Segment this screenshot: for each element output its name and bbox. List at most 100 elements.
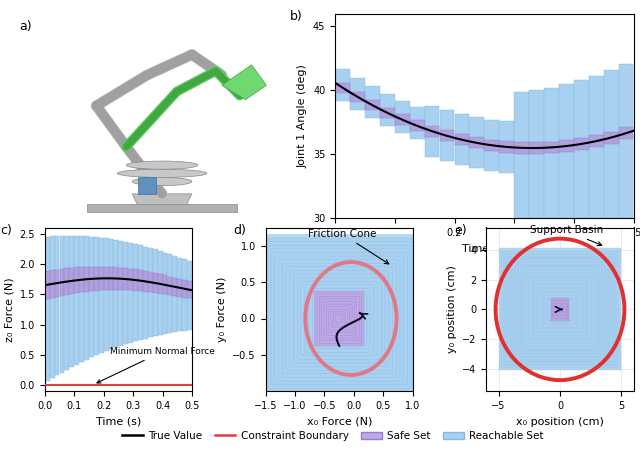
Bar <box>74 268 79 293</box>
Bar <box>187 281 192 298</box>
Bar <box>128 269 133 290</box>
FancyBboxPatch shape <box>558 307 562 312</box>
FancyBboxPatch shape <box>554 303 566 316</box>
Text: a): a) <box>19 20 31 33</box>
Bar <box>410 121 424 131</box>
FancyBboxPatch shape <box>286 267 392 370</box>
Bar <box>94 267 99 291</box>
Bar <box>148 248 153 338</box>
Ellipse shape <box>132 177 192 186</box>
Bar <box>128 243 133 343</box>
Bar <box>350 78 365 110</box>
FancyBboxPatch shape <box>314 291 364 346</box>
Bar <box>157 251 163 335</box>
Bar <box>574 138 589 150</box>
Bar <box>544 87 559 218</box>
FancyBboxPatch shape <box>545 295 575 324</box>
FancyBboxPatch shape <box>290 270 388 367</box>
Bar <box>65 268 69 295</box>
Bar <box>60 269 65 296</box>
FancyBboxPatch shape <box>267 249 412 388</box>
Bar <box>163 275 168 294</box>
Text: Support Basin: Support Basin <box>529 226 603 246</box>
FancyBboxPatch shape <box>556 306 564 313</box>
Bar <box>172 278 177 296</box>
X-axis label: x₀ position (cm): x₀ position (cm) <box>516 417 604 427</box>
Bar <box>168 254 172 334</box>
FancyBboxPatch shape <box>524 273 596 346</box>
FancyBboxPatch shape <box>520 270 600 349</box>
Bar <box>410 106 424 139</box>
Text: b): b) <box>291 10 303 23</box>
Bar <box>60 236 65 373</box>
FancyBboxPatch shape <box>518 268 602 351</box>
FancyBboxPatch shape <box>260 242 419 395</box>
Bar <box>484 120 499 171</box>
Bar <box>187 261 192 329</box>
FancyBboxPatch shape <box>316 296 362 341</box>
FancyBboxPatch shape <box>278 260 400 377</box>
FancyBboxPatch shape <box>317 293 362 344</box>
FancyBboxPatch shape <box>550 298 570 321</box>
Bar <box>589 76 604 218</box>
FancyBboxPatch shape <box>554 303 566 316</box>
Bar <box>45 271 50 298</box>
FancyBboxPatch shape <box>499 248 621 370</box>
Bar <box>470 137 484 148</box>
Bar <box>619 64 634 218</box>
Polygon shape <box>221 65 266 100</box>
Ellipse shape <box>117 169 207 177</box>
Bar <box>79 236 84 362</box>
Bar <box>559 84 573 218</box>
Bar <box>89 267 94 291</box>
Bar <box>113 240 118 347</box>
FancyBboxPatch shape <box>552 299 568 319</box>
FancyBboxPatch shape <box>308 288 370 349</box>
FancyBboxPatch shape <box>320 299 358 338</box>
Y-axis label: y₀ position (cm): y₀ position (cm) <box>447 265 457 354</box>
FancyBboxPatch shape <box>275 256 404 381</box>
FancyBboxPatch shape <box>301 281 378 356</box>
Bar <box>574 80 589 218</box>
Bar <box>440 110 454 162</box>
Bar <box>335 82 350 93</box>
FancyBboxPatch shape <box>515 265 605 354</box>
Bar <box>395 114 410 125</box>
FancyBboxPatch shape <box>553 301 567 318</box>
FancyBboxPatch shape <box>526 276 594 343</box>
Bar <box>168 277 172 295</box>
FancyBboxPatch shape <box>312 292 366 345</box>
Bar <box>470 117 484 168</box>
FancyBboxPatch shape <box>326 304 352 333</box>
Y-axis label: Joint 1 Angle (deg): Joint 1 Angle (deg) <box>298 64 307 168</box>
FancyBboxPatch shape <box>256 238 422 399</box>
FancyBboxPatch shape <box>282 263 396 374</box>
Bar <box>99 267 104 290</box>
Bar <box>425 126 440 136</box>
FancyBboxPatch shape <box>324 302 355 335</box>
Bar <box>177 279 182 297</box>
Text: c): c) <box>1 224 13 237</box>
Bar <box>365 86 380 118</box>
FancyBboxPatch shape <box>331 309 348 328</box>
Bar <box>514 92 529 218</box>
X-axis label: x₀ Force (N): x₀ Force (N) <box>307 417 372 427</box>
Bar <box>604 70 618 218</box>
FancyBboxPatch shape <box>322 299 356 338</box>
FancyBboxPatch shape <box>537 287 583 332</box>
Bar <box>84 236 89 360</box>
Bar <box>177 258 182 332</box>
Text: d): d) <box>233 224 246 237</box>
Bar <box>143 271 148 292</box>
FancyBboxPatch shape <box>297 278 381 359</box>
Bar <box>84 267 89 292</box>
FancyBboxPatch shape <box>271 253 408 384</box>
Bar <box>619 127 634 139</box>
FancyBboxPatch shape <box>305 285 374 352</box>
Bar <box>69 268 74 294</box>
Bar <box>50 236 54 378</box>
Bar <box>109 239 113 349</box>
FancyBboxPatch shape <box>509 259 611 359</box>
Text: Friction Cone: Friction Cone <box>308 229 389 264</box>
Bar <box>380 107 395 118</box>
